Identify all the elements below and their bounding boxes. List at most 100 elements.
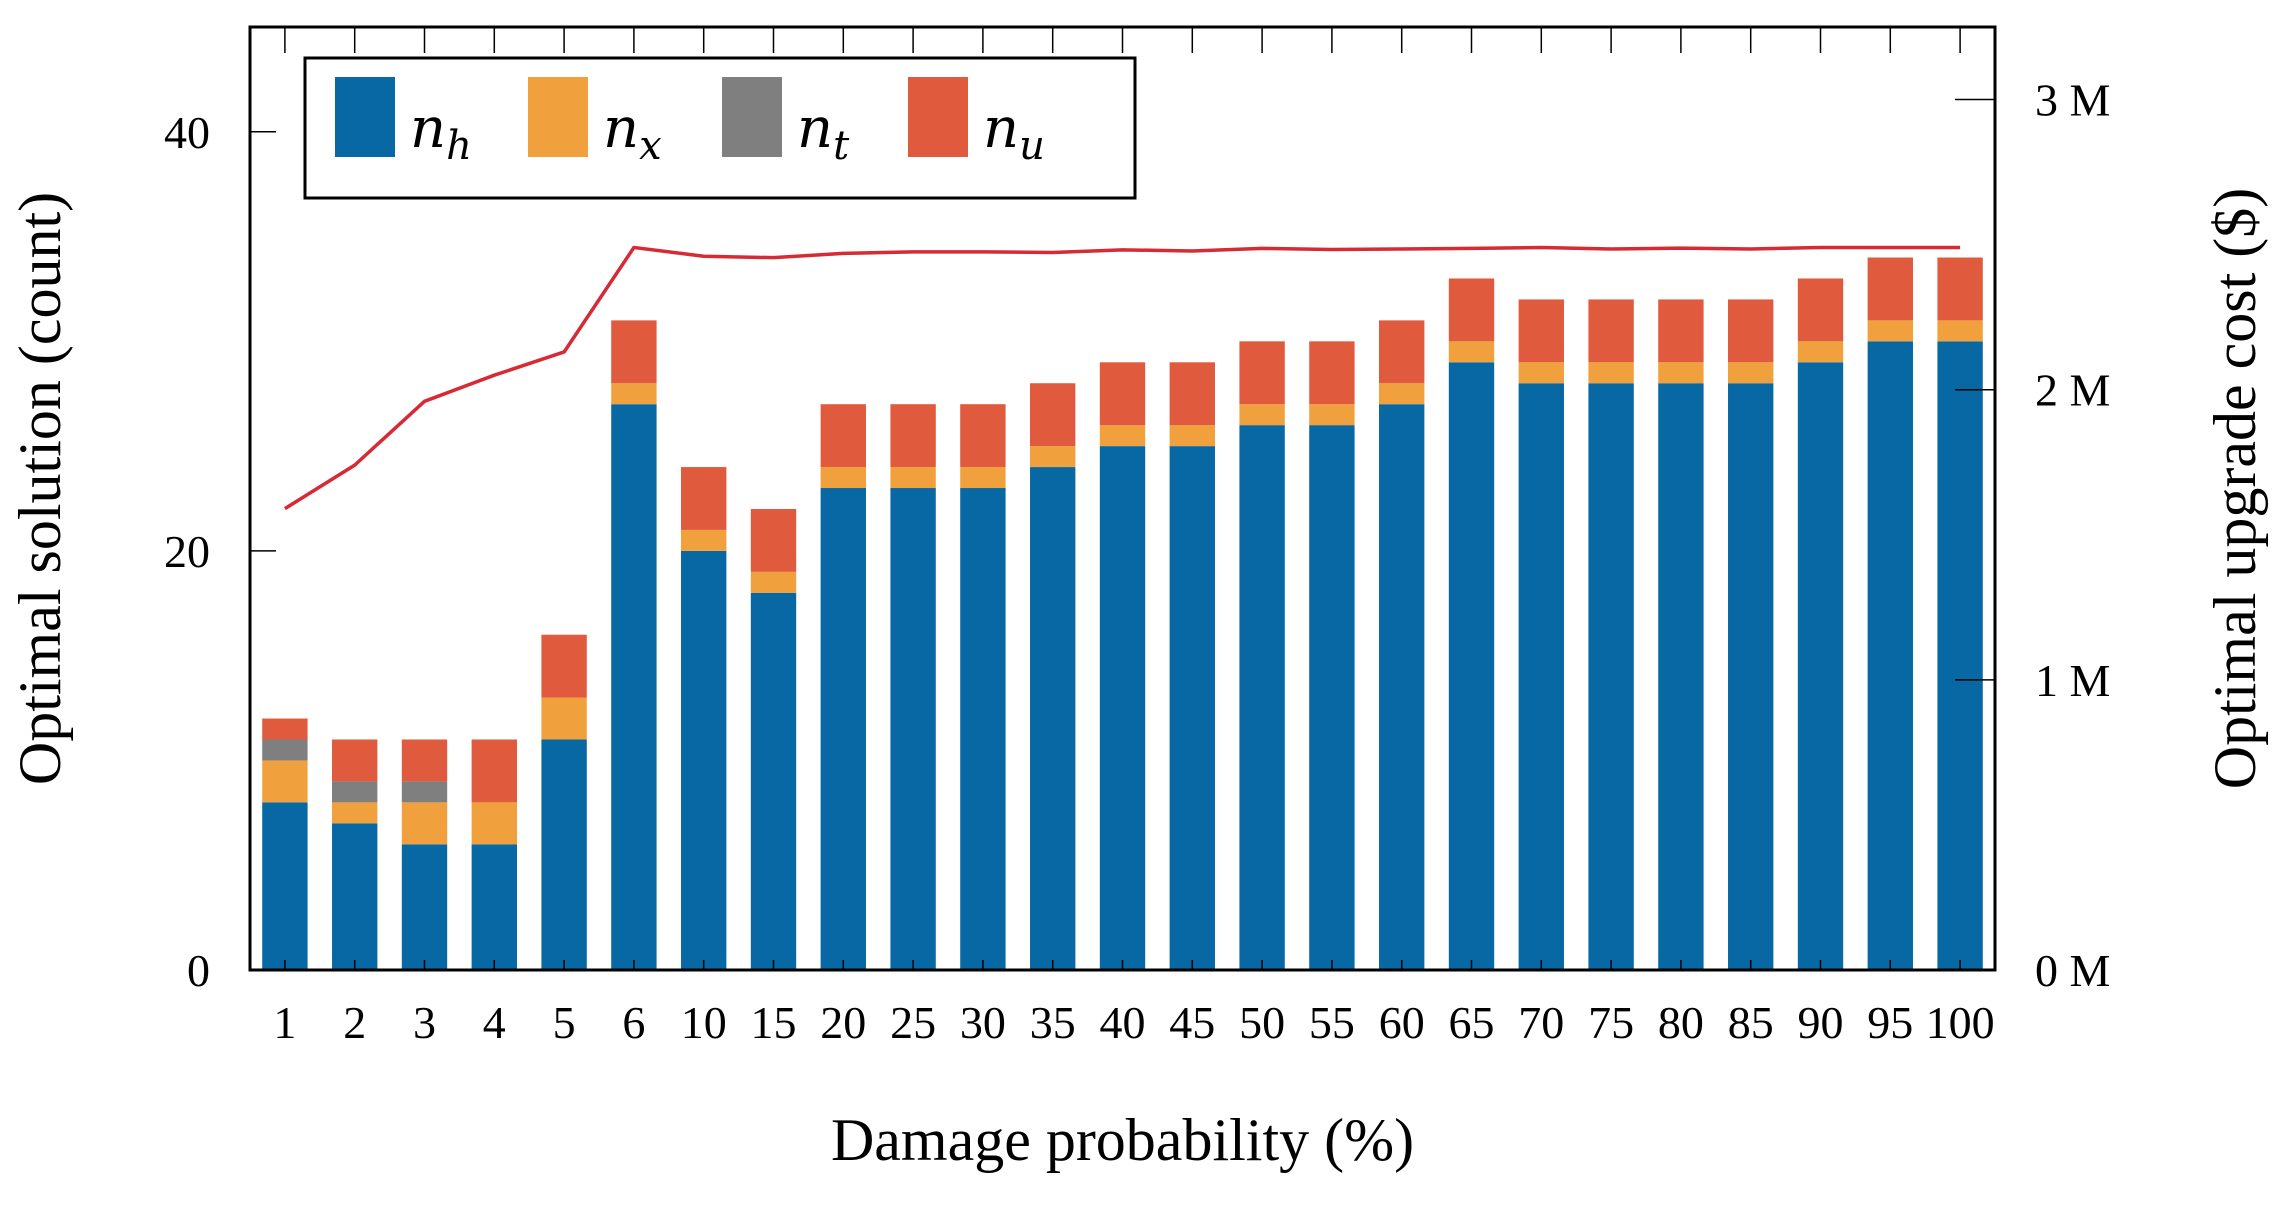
bar-n-h-25 — [890, 488, 936, 970]
bar-n-x-65 — [1448, 341, 1495, 363]
bar-n-x-1 — [262, 760, 308, 803]
y-axis-title: Optimal solution (count) — [7, 192, 73, 785]
bar-n-u-30 — [960, 404, 1006, 468]
bar-n-h-60 — [1379, 404, 1425, 970]
bar-n-x-35 — [1030, 446, 1076, 468]
bar-n-h-2 — [332, 823, 378, 970]
bar-n-x-75 — [1588, 362, 1634, 384]
legend-label-n-u: nu — [983, 96, 1045, 169]
bar-n-x-95 — [1867, 320, 1913, 342]
x-tick-label: 60 — [1379, 997, 1425, 1048]
y-tick-label: 40 — [164, 107, 210, 158]
x-tick-label: 4 — [483, 997, 506, 1048]
bar-n-u-95 — [1867, 257, 1913, 321]
legend-swatch-n-u — [908, 77, 968, 157]
bar-n-x-85 — [1728, 362, 1774, 384]
bar-n-t-3 — [401, 781, 448, 803]
bar-n-h-75 — [1588, 383, 1634, 970]
bar-n-u-75 — [1588, 299, 1634, 363]
x-tick-label: 75 — [1588, 997, 1634, 1048]
bar-n-x-90 — [1797, 341, 1844, 363]
bar-n-u-25 — [890, 404, 936, 468]
bar-n-u-50 — [1239, 341, 1285, 405]
bar-n-x-50 — [1239, 404, 1285, 426]
bar-n-x-6 — [611, 383, 657, 405]
bar-n-u-3 — [401, 739, 448, 782]
bar-n-x-80 — [1658, 362, 1704, 384]
bar-n-h-1 — [262, 802, 308, 970]
bar-n-h-6 — [611, 404, 657, 970]
bar-n-h-80 — [1658, 383, 1704, 970]
bar-n-u-1 — [262, 718, 308, 740]
bar-n-u-6 — [611, 320, 657, 384]
bar-n-h-70 — [1518, 383, 1564, 970]
bar-n-h-20 — [820, 488, 866, 970]
y-tick-label: 0 — [187, 945, 210, 996]
bar-n-u-100 — [1937, 257, 1983, 321]
axis-ticks — [250, 27, 1995, 971]
bar-n-h-95 — [1867, 341, 1913, 970]
bar-n-x-10 — [681, 529, 727, 551]
legend-swatch-n-h — [335, 77, 395, 157]
bar-n-h-100 — [1937, 341, 1983, 970]
bar-n-x-30 — [960, 467, 1006, 489]
bar-n-u-35 — [1030, 383, 1076, 447]
x-tick-label: 2 — [343, 997, 366, 1048]
x-tick-label: 95 — [1867, 997, 1913, 1048]
legend-label-n-x: nx — [603, 96, 662, 169]
bar-n-u-2 — [332, 739, 378, 782]
bar-n-x-4 — [471, 802, 517, 845]
bars — [262, 257, 1983, 971]
x-tick-label: 65 — [1449, 997, 1495, 1048]
x-tick-label: 6 — [622, 997, 645, 1048]
x-tick-label: 5 — [553, 997, 576, 1048]
bar-n-h-10 — [681, 550, 727, 970]
y2-tick-label: 1 M — [2035, 655, 2110, 706]
bar-n-h-15 — [750, 592, 797, 970]
bar-n-x-40 — [1099, 425, 1146, 447]
bar-n-h-40 — [1099, 446, 1146, 971]
bar-n-h-50 — [1239, 425, 1285, 971]
bar-n-u-80 — [1658, 299, 1704, 363]
x-tick-label: 10 — [681, 997, 727, 1048]
bar-n-u-60 — [1379, 320, 1425, 384]
bar-n-h-3 — [401, 844, 448, 970]
bar-n-x-45 — [1169, 425, 1215, 447]
y2-tick-label: 2 M — [2035, 365, 2110, 416]
bar-n-u-55 — [1309, 341, 1355, 405]
bar-n-h-30 — [960, 488, 1006, 970]
x-tick-label: 35 — [1030, 997, 1076, 1048]
x-tick-label: 55 — [1309, 997, 1355, 1048]
bar-n-u-40 — [1099, 362, 1146, 426]
bar-n-h-55 — [1309, 425, 1355, 971]
x-tick-label: 3 — [413, 997, 436, 1048]
bar-n-x-5 — [541, 697, 587, 740]
bar-n-x-3 — [401, 802, 448, 845]
y2-tick-label: 3 M — [2035, 75, 2110, 126]
bar-n-x-20 — [820, 467, 866, 489]
x-tick-label: 30 — [960, 997, 1006, 1048]
legend-label-n-h: nh — [410, 96, 472, 169]
x-tick-label: 40 — [1100, 997, 1146, 1048]
bar-n-h-90 — [1797, 362, 1844, 970]
x-tick-label: 70 — [1518, 997, 1564, 1048]
x-tick-label: 50 — [1239, 997, 1285, 1048]
x-tick-label: 100 — [1926, 997, 1995, 1048]
legend-label-n-t: nt — [797, 96, 850, 169]
bar-n-u-5 — [541, 634, 587, 698]
bar-n-x-15 — [750, 571, 797, 593]
legend-box — [303, 56, 1137, 200]
bar-n-u-70 — [1518, 299, 1564, 363]
x-tick-label: 1 — [273, 997, 296, 1048]
cost-line — [283, 245, 1961, 511]
bar-n-x-100 — [1937, 320, 1983, 342]
x-tick-label: 45 — [1169, 997, 1215, 1048]
x-tick-label: 20 — [820, 997, 866, 1048]
bar-n-x-70 — [1518, 362, 1564, 384]
legend-swatch-n-t — [722, 77, 782, 157]
bar-n-u-15 — [750, 508, 797, 572]
legend: nh nx nt nu — [303, 56, 1137, 200]
x-tick-label: 15 — [751, 997, 797, 1048]
y2-tick-label: 0 M — [2035, 945, 2110, 996]
